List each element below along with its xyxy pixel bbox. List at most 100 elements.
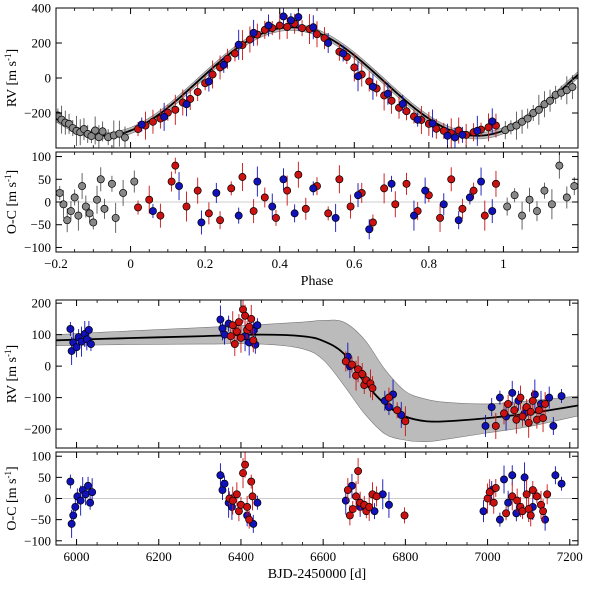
data-point	[204, 209, 213, 218]
data-point	[477, 177, 486, 186]
data-point	[489, 498, 498, 507]
data-point	[145, 195, 154, 204]
x-tick-label: 7000	[475, 549, 501, 564]
data-point	[66, 477, 75, 486]
data-point	[347, 360, 356, 369]
data-point	[523, 114, 532, 123]
data-point	[549, 422, 558, 430]
data-point	[249, 336, 258, 345]
data-point	[247, 477, 256, 486]
data-point	[100, 204, 109, 213]
data-point	[502, 509, 511, 518]
data-point	[428, 119, 437, 128]
y-tick-label: 0	[45, 195, 52, 210]
x-tick-label: 0.6	[346, 256, 363, 271]
data-point	[352, 492, 360, 501]
data-point	[96, 175, 105, 184]
data-point	[279, 12, 288, 21]
data-point	[343, 486, 352, 494]
data-point	[212, 188, 221, 197]
data-point	[93, 195, 101, 204]
data-point	[237, 333, 245, 342]
data-point	[384, 500, 393, 509]
x-tick-label: −0.2	[44, 256, 68, 271]
data-point	[85, 209, 94, 218]
rv-time-series-frame	[55, 299, 579, 449]
data-point	[71, 503, 80, 511]
data-point	[487, 403, 496, 412]
data-point	[370, 507, 379, 516]
data-point	[283, 186, 292, 195]
data-point	[539, 507, 548, 516]
data-point	[56, 188, 64, 197]
data-point	[294, 170, 303, 179]
data-point	[525, 195, 534, 204]
data-point	[447, 175, 456, 184]
data-point	[508, 388, 517, 397]
phase-residuals-plot-area	[56, 152, 578, 240]
x-tick-label: 0	[127, 256, 134, 271]
data-point	[241, 460, 250, 469]
data-point	[156, 211, 165, 220]
data-point	[245, 515, 254, 524]
data-point	[182, 202, 191, 211]
data-point	[354, 191, 362, 200]
data-point	[402, 179, 411, 188]
data-point	[387, 179, 396, 188]
data-point	[354, 72, 362, 81]
data-point	[220, 479, 229, 488]
data-point	[398, 99, 407, 108]
data-point	[491, 483, 500, 492]
data-point	[535, 406, 543, 415]
data-point	[290, 209, 299, 218]
data-point	[208, 70, 217, 79]
data-point	[76, 496, 85, 505]
data-point	[488, 117, 497, 126]
data-point	[107, 179, 116, 188]
series-0	[56, 75, 577, 148]
data-point	[365, 225, 374, 234]
data-point	[546, 96, 554, 105]
data-point	[268, 202, 277, 211]
data-point	[551, 471, 560, 480]
data-point	[443, 131, 452, 140]
data-point	[231, 49, 239, 58]
data-point	[313, 30, 321, 39]
time-residuals-plot-area	[56, 452, 578, 538]
x-axis-label: Phase	[301, 274, 334, 289]
y-tick-label: −200	[24, 106, 51, 121]
y-axis-label: RV [m s-1]	[3, 49, 20, 107]
data-point	[249, 207, 258, 216]
data-point	[239, 469, 247, 478]
data-point	[253, 321, 262, 330]
data-point	[400, 511, 409, 520]
data-point	[89, 218, 98, 227]
data-point	[66, 325, 75, 333]
data-point	[121, 133, 129, 142]
data-point	[91, 126, 100, 135]
data-point	[275, 21, 284, 30]
data-point	[402, 107, 411, 116]
time-residuals-panel: 6000 6200 6400 6600 6800 7000 7200 −100 −50 0 50 10…	[3, 449, 583, 582]
phase-folded-rv-panel: −200 0 200 400 RV [m s-1]	[3, 1, 579, 149]
data-point	[387, 96, 396, 105]
data-point	[286, 16, 295, 25]
data-point	[148, 207, 157, 216]
data-point	[247, 314, 256, 323]
data-point	[512, 121, 521, 130]
data-point	[413, 115, 422, 124]
y-axis-label: O-C [m s-1]	[3, 466, 20, 530]
data-point	[540, 100, 549, 109]
data-point	[238, 173, 247, 181]
data-point	[401, 417, 410, 426]
x-tick-label: 7200	[557, 549, 583, 564]
y-tick-label: −100	[24, 533, 51, 548]
data-point	[134, 203, 142, 212]
data-point	[520, 473, 529, 482]
data-point	[368, 218, 377, 227]
data-point	[545, 393, 554, 402]
data-point	[63, 216, 72, 225]
data-point	[228, 321, 237, 330]
data-point	[81, 202, 90, 211]
data-point	[115, 129, 124, 138]
